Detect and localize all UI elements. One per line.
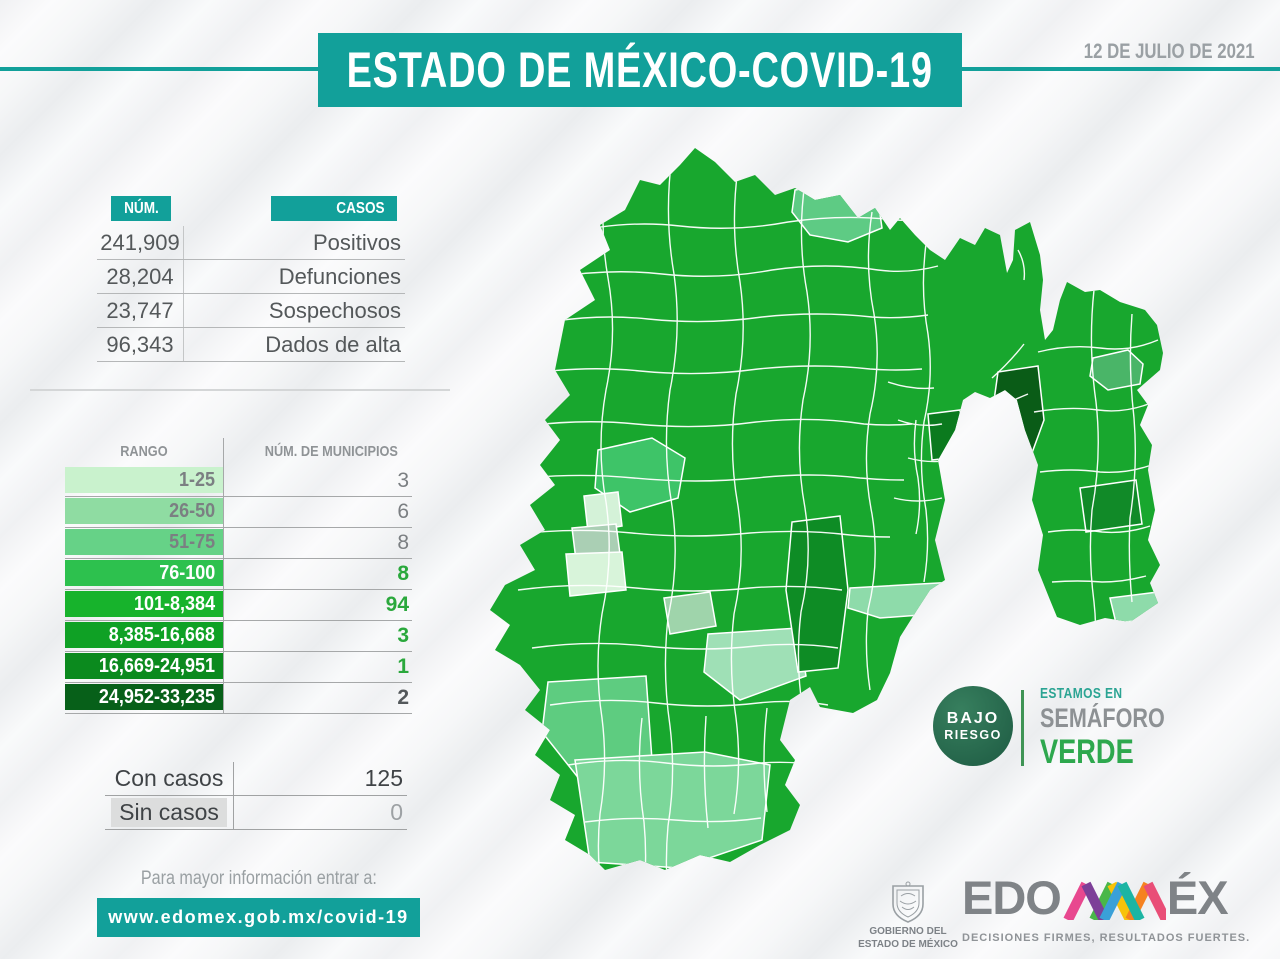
municipio-count: 8 [223, 559, 412, 589]
legend-row: 8,385-16,668 3 [65, 621, 412, 652]
table-row: 96,343 Dados de alta [97, 328, 405, 362]
risk-badge: BAJO RIESGO [933, 686, 1013, 766]
legend-swatch: 76-100 [65, 560, 223, 586]
table-row: 23,747 Sospechosos [97, 294, 405, 328]
municipality-patch [927, 409, 966, 461]
gobierno-label-line2: ESTADO DE MÉXICO [858, 938, 958, 950]
column-header-municipios: NÚM. DE MUNICIPIOS [223, 438, 412, 466]
cases-table: NÚM. CASOS 241,909 Positivos 28,204 Defu… [97, 196, 405, 362]
page-title: ESTADO DE MÉXICO-COVID-19 [346, 42, 934, 98]
case-label: Positivos [183, 226, 405, 259]
status-line-verde: VERDE [1040, 733, 1134, 771]
table-row: Sin casos 0 [105, 796, 407, 830]
totals-table: Con casos 125 Sin casos 0 [105, 762, 407, 830]
cases-table-header: NÚM. CASOS [97, 196, 405, 224]
municipio-count: 8 [223, 528, 412, 558]
covid-url-link[interactable]: www.edomex.gob.mx/covid-19 [97, 898, 420, 937]
status-line-estamos: ESTAMOS EN [1040, 685, 1123, 702]
edomex-logo-text-left: EDO [962, 871, 1062, 924]
range-table-header: RANGO NÚM. DE MUNICIPIOS [65, 438, 412, 466]
case-label: Dados de alta [183, 328, 405, 361]
status-divider [1021, 690, 1024, 766]
municipality-patch [785, 515, 849, 673]
edomex-tagline: DECISIONES FIRMES, RESULTADOS FUERTES. [962, 932, 1251, 944]
total-value: 125 [233, 762, 407, 795]
case-count: 241,909 [100, 229, 180, 255]
legend-swatch: 1-25 [65, 467, 223, 493]
info-caption: Para mayor información entrar a: [140, 868, 377, 889]
choropleth-map [490, 148, 1163, 870]
edomex-logo: EDO ÉX [962, 871, 1229, 924]
case-count: 96,343 [106, 331, 174, 357]
legend-row: 101-8,384 94 [65, 590, 412, 621]
case-count: 23,747 [106, 297, 174, 323]
legend-swatch: 8,385-16,668 [65, 622, 223, 648]
municipality-patch [847, 581, 961, 619]
legend-swatch: 16,669-24,951 [65, 653, 223, 679]
risk-badge-line2: RIESGO [944, 728, 1002, 742]
legend-row: 16,669-24,951 1 [65, 652, 412, 683]
total-label: Con casos [114, 765, 224, 791]
case-label: Defunciones [183, 260, 405, 293]
municipio-count: 3 [223, 466, 412, 496]
column-header-rango: RANGO [120, 443, 168, 460]
municipio-count: 1 [223, 652, 412, 682]
legend-swatch: 26-50 [65, 498, 223, 524]
municipality-patch [565, 551, 627, 597]
municipio-count: 2 [223, 683, 412, 713]
case-count: 28,204 [106, 263, 174, 289]
legend-row: 26-50 6 [65, 497, 412, 528]
edomex-mountains-icon [1063, 881, 1166, 920]
case-label: Sospechosos [183, 294, 405, 327]
total-label: Sin casos [105, 796, 233, 829]
gobierno-label-line1: GOBIERNO DEL [869, 926, 947, 937]
range-legend-table: RANGO NÚM. DE MUNICIPIOS 1-25 3 26-50 6 … [65, 438, 412, 714]
municipality-patch [703, 627, 807, 701]
legend-swatch: 24,952-33,235 [65, 684, 223, 710]
gobierno-logo: GOBIERNO DEL ESTADO DE MÉXICO [858, 880, 958, 951]
municipio-count: 6 [223, 497, 412, 527]
legend-swatch: 101-8,384 [65, 591, 223, 617]
legend-row: 1-25 3 [65, 466, 412, 497]
legend-row: 51-75 8 [65, 528, 412, 559]
status-line-semaforo: SEMÁFORO [1040, 703, 1165, 733]
legend-swatch: 51-75 [65, 529, 223, 555]
municipio-count: 3 [223, 621, 412, 651]
report-date: 12 DE JULIO DE 2021 [1084, 40, 1255, 63]
municipio-count: 94 [223, 590, 412, 620]
legend-row: 24,952-33,235 2 [65, 683, 412, 714]
title-banner: ESTADO DE MÉXICO-COVID-19 [318, 33, 962, 107]
column-header-num: NÚM. [111, 196, 171, 221]
table-row: 241,909 Positivos [97, 226, 405, 260]
municipality-patch [1079, 479, 1143, 533]
column-header-casos: CASOS [271, 196, 397, 221]
semaforo-status: ESTAMOS EN SEMÁFORO VERDE [1040, 686, 1240, 769]
table-row: Con casos 125 [105, 762, 407, 796]
legend-row: 76-100 8 [65, 559, 412, 590]
municipality-patch [1109, 591, 1163, 624]
municipality-patch [583, 491, 623, 533]
edomex-logo-text-right: ÉX [1166, 871, 1229, 924]
risk-badge-line1: BAJO [946, 710, 1000, 727]
covid-url: www.edomex.gob.mx/covid-19 [108, 907, 409, 927]
table-row: 28,204 Defunciones [97, 260, 405, 294]
total-value: 0 [233, 796, 407, 829]
state-silhouette [490, 148, 1163, 870]
state-seal-icon [892, 881, 924, 923]
section-divider [30, 389, 450, 391]
